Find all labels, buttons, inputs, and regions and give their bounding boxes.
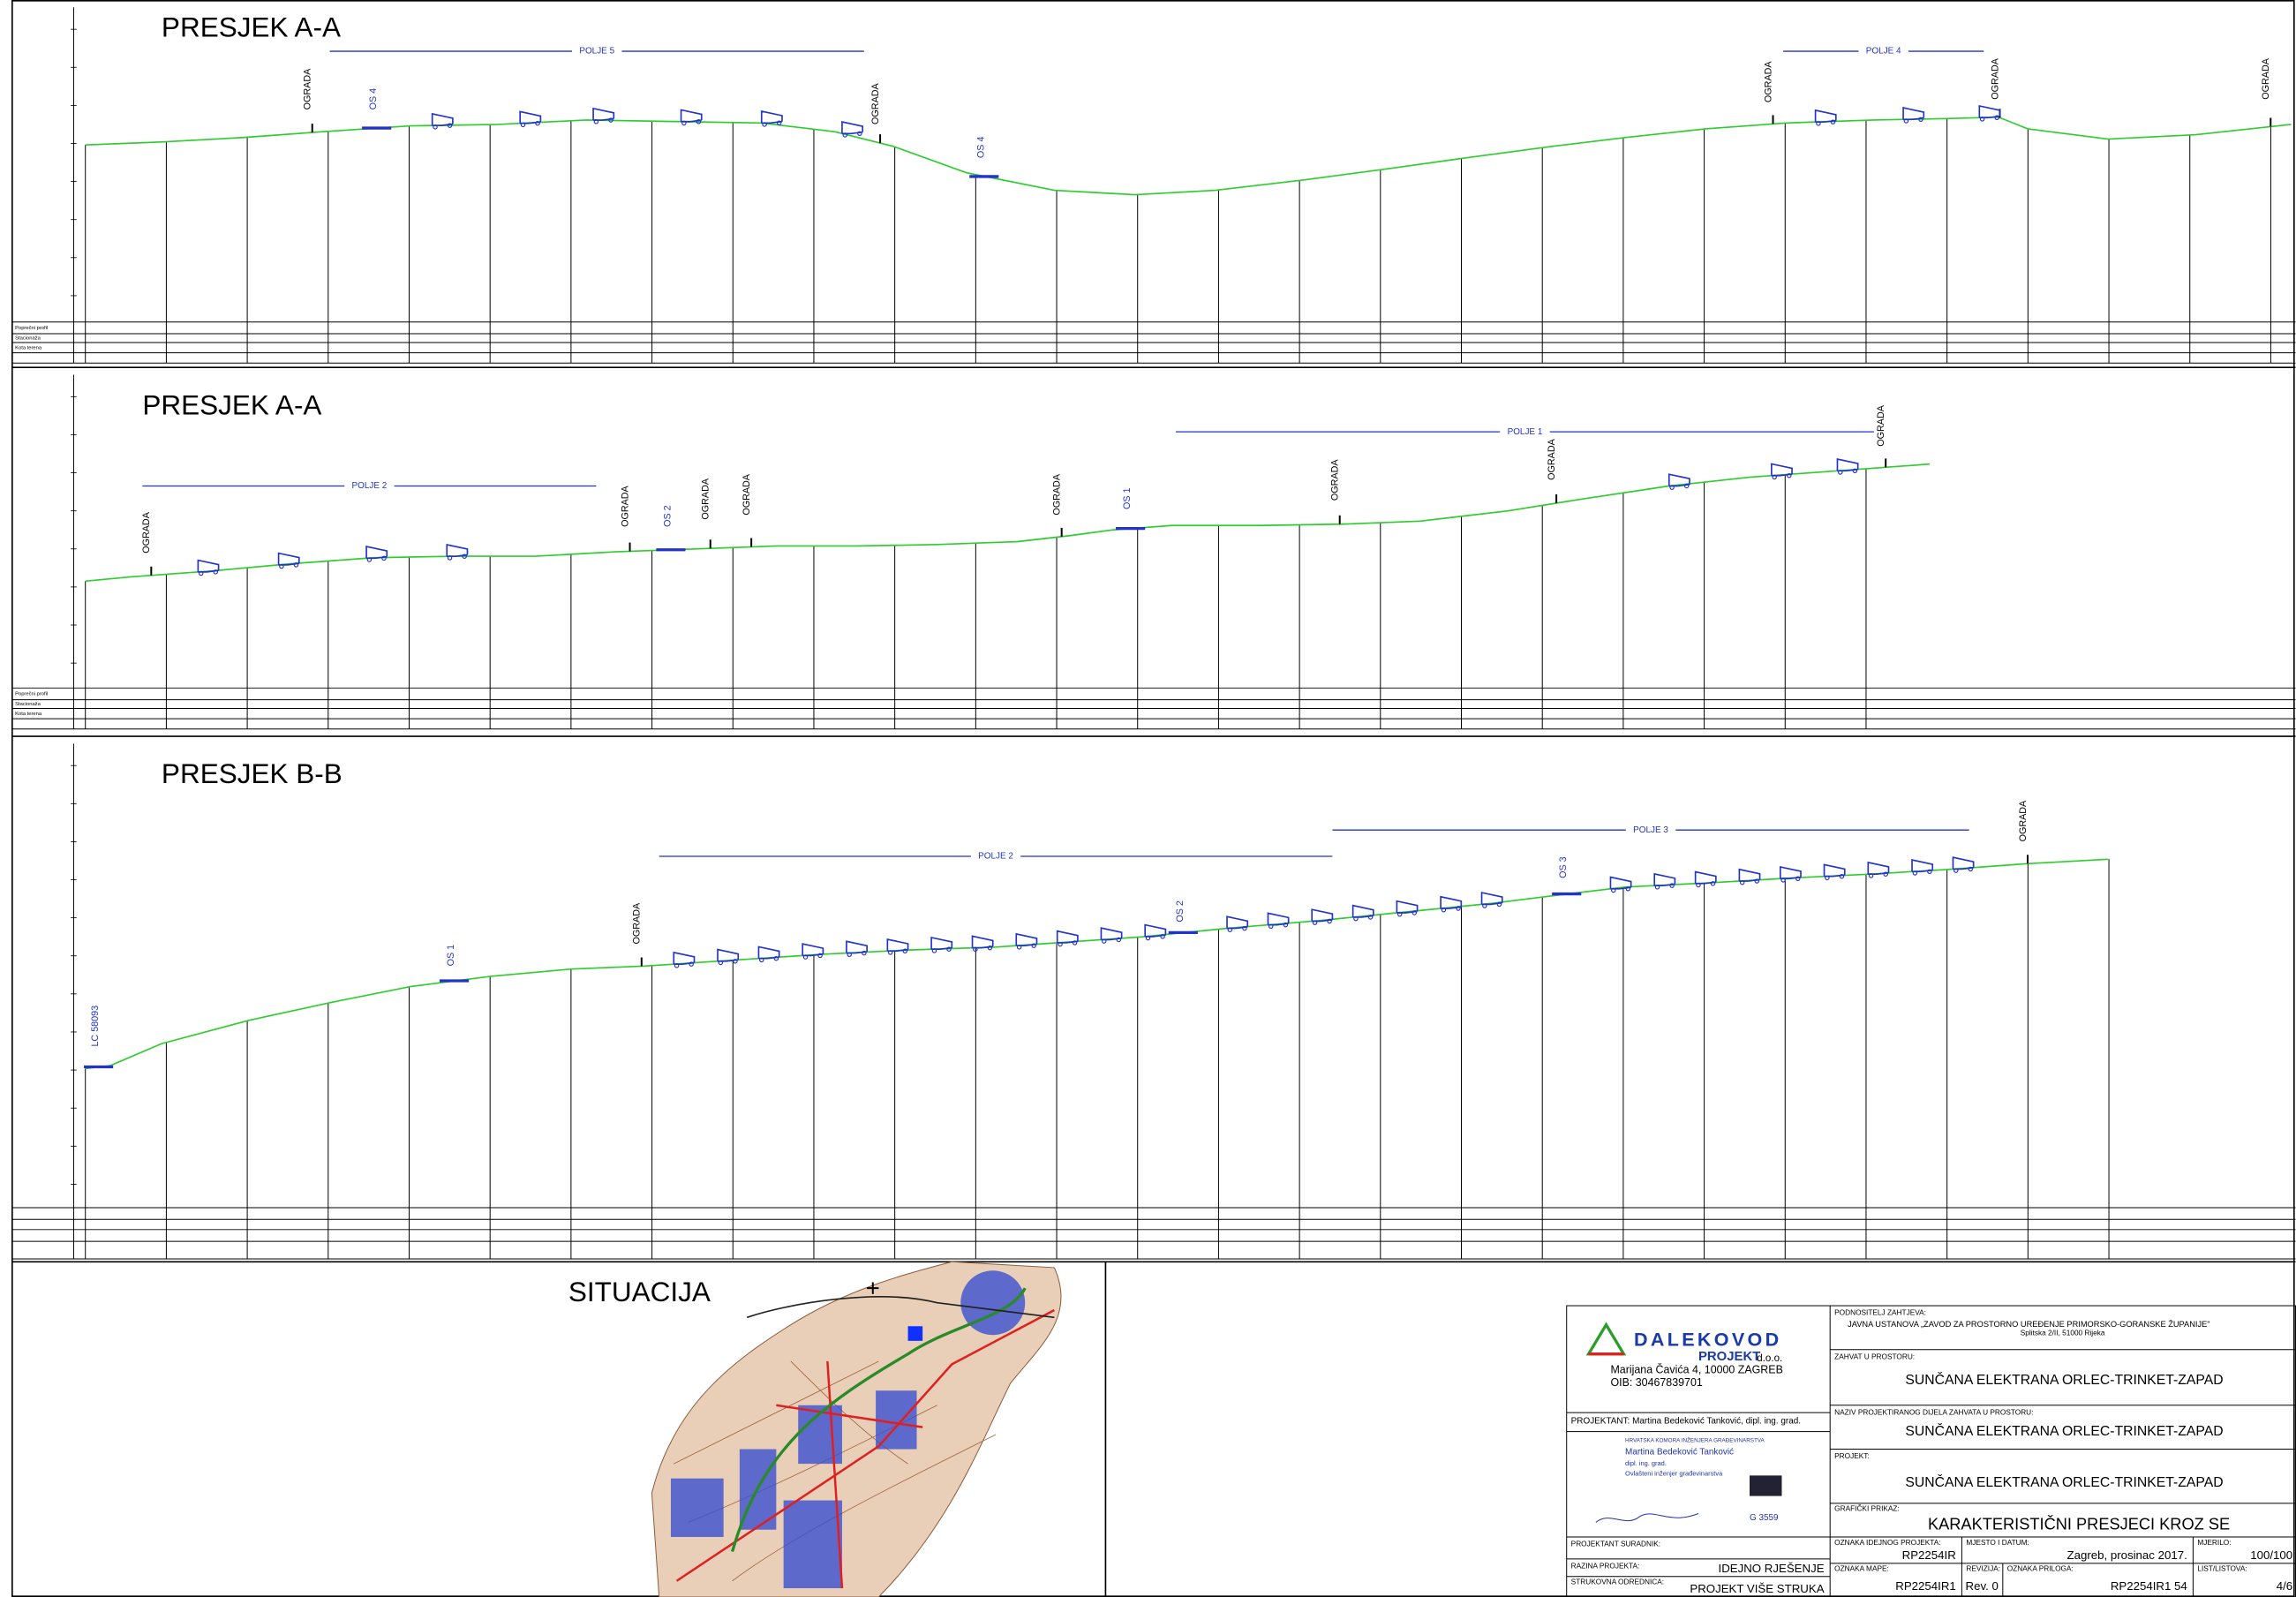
fence-label: OGRADA — [1052, 473, 1063, 515]
applicant-address: Splitska 2/II, 51000 Rijeka — [2021, 1329, 2105, 1337]
row-header: Stacionaža — [15, 336, 41, 342]
applicant-label: PODNOSITELJ ZAHTJEVA: — [1834, 1308, 1926, 1317]
company-address: Marijana Čavića 4, 10000 ZAGREB — [1610, 1362, 1782, 1375]
attachment-value: RP2254IR1 54 — [2111, 1579, 2187, 1593]
folder-value: RP2254IR1 — [1895, 1579, 1956, 1593]
axis-label: OS 2 — [1175, 900, 1186, 923]
code-value: RP2254IR — [1902, 1548, 1956, 1562]
stamp-role: Ovlašteni inženjer građevinarstva — [1625, 1470, 1723, 1478]
company-oib: OIB: 30467839701 — [1610, 1376, 1702, 1389]
fence-label: OGRADA — [1547, 438, 1557, 479]
folder-label: OZNAKA MAPE: — [1834, 1564, 1889, 1573]
page: PRESJEK A-A Poprečni profil Stacionaža Kota… — [0, 0, 2296, 1597]
place-value: Zagreb, prosinac 2017. — [2066, 1548, 2187, 1562]
stamp-name: Martina Bedeković Tanković — [1625, 1447, 1734, 1457]
field-label: POLJE 3 — [1633, 825, 1668, 835]
fence-label: OGRADA — [2261, 57, 2271, 99]
company-form: d.o.o. — [1757, 1352, 1782, 1364]
terrain-line — [86, 117, 2292, 195]
field-label: POLJE 4 — [1866, 47, 1901, 56]
terrain-line — [86, 859, 2109, 1068]
fence-label: OGRADA — [2018, 800, 2029, 841]
level-label: RAZINA PROJEKTA: — [1571, 1561, 1640, 1570]
drawing-value: KARAKTERISTIČNI PRESJECI KROZ SE — [1928, 1515, 2230, 1533]
attachment-label: OZNAKA PRILOGA: — [2007, 1564, 2074, 1573]
axis-label: OS 4 — [368, 88, 379, 110]
revision-value: Rev. 0 — [1966, 1579, 1999, 1593]
stamp-degree: dipl. ing. grad. — [1625, 1459, 1667, 1467]
associate: PROJEKTANT SURADNIK: — [1571, 1539, 1660, 1548]
fence-label: OGRADA — [1330, 459, 1341, 501]
row-header: Kota terena — [15, 712, 42, 717]
axis-label: OS 3 — [1558, 856, 1569, 878]
discipline-label: STRUKOVNA ODREDNICA: — [1571, 1578, 1664, 1586]
field-label: POLJE 2 — [978, 852, 1013, 862]
part-value: SUNČANA ELEKTRANA ORLEC-TRINKET-ZAPAD — [1905, 1422, 2223, 1439]
situation-map — [651, 1262, 1061, 1597]
stamp-number: G 3559 — [1750, 1513, 1779, 1523]
company-sub: PROJEKT — [1698, 1349, 1760, 1364]
sheet-label: LIST/LISTOVA: — [2197, 1564, 2247, 1573]
stamp-chamber: HRVATSKA KOMORA INŽENJERA GRAĐEVINARSTVA — [1625, 1435, 1765, 1443]
fence-label: OGRADA — [1990, 57, 2000, 99]
fence-label: OGRADA — [1876, 404, 1886, 446]
company-name: DALEKOVOD — [1634, 1329, 1782, 1351]
discipline-value: PROJEKT VIŠE STRUKA — [1690, 1582, 1824, 1595]
fence-label: OGRADA — [620, 485, 630, 526]
designer: PROJEKTANT: Martina Bedeković Tanković, … — [1571, 1417, 1801, 1427]
row-header: Poprečni profil — [15, 326, 48, 331]
axis-label: OS 4 — [975, 137, 986, 159]
fence-label: OGRADA — [741, 473, 752, 515]
fence-label: OGRADA — [632, 902, 643, 944]
section-title: PRESJEK A-A — [142, 388, 321, 420]
row-header: Poprečni profil — [15, 691, 48, 697]
axis-label: OS 1 — [1122, 487, 1133, 509]
drawing-label: GRAFIČKI PRIKAZ: — [1834, 1504, 1900, 1513]
field-label: POLJE 1 — [1508, 427, 1543, 437]
fence-label: OGRADA — [1763, 61, 1773, 102]
part-label: NAZIV PROJEKTIRANOG DIJELA ZAHVATA U PRO… — [1834, 1407, 2033, 1416]
row-header: Stacionaža — [15, 702, 41, 707]
place-label: MJESTO I DATUM: — [1966, 1538, 2029, 1547]
section-title: PRESJEK B-B — [162, 757, 343, 789]
intervention-value: SUNČANA ELEKTRANA ORLEC-TRINKET-ZAPAD — [1905, 1371, 2223, 1388]
axis-label: OS 1 — [446, 945, 456, 967]
revision-label: REVIZIJA: — [1966, 1564, 2000, 1573]
drawing-sheet: PRESJEK A-A Poprečni profil Stacionaža Kota… — [0, 0, 2296, 1597]
field-label: POLJE 5 — [579, 47, 614, 56]
intervention-label: ZAHVAT U PROSTORU: — [1834, 1352, 1915, 1360]
project-label: PROJEKT: — [1834, 1451, 1870, 1460]
project-value: SUNČANA ELEKTRANA ORLEC-TRINKET-ZAPAD — [1905, 1473, 2223, 1490]
code-label: OZNAKA IDEJNOG PROJEKTA: — [1834, 1538, 1940, 1547]
frame — [12, 1, 2294, 1596]
level-value: IDEJNO RJEŠENJE — [1719, 1562, 1825, 1575]
applicant-value: JAVNA USTANOVA „ZAVOD ZA PROSTORNO UREĐE… — [1848, 1320, 2210, 1329]
fence-label: OGRADA — [701, 478, 711, 519]
fence-label: OGRADA — [870, 82, 881, 124]
field-label: POLJE 2 — [351, 481, 387, 491]
section-title: PRESJEK A-A — [162, 11, 341, 42]
fence-label: OGRADA — [303, 68, 313, 109]
axis-label: OS 2 — [662, 505, 673, 527]
fence-label: OGRADA — [141, 511, 152, 553]
axis-label: LC 58093 — [90, 1006, 101, 1047]
scale-value: 100/100 — [2250, 1548, 2292, 1562]
sheet-value: 4/6 — [2277, 1579, 2292, 1593]
situation-title: SITUACIJA — [568, 1276, 711, 1307]
scale-label: MJERILO: — [2197, 1538, 2231, 1547]
row-header: Kota terena — [15, 345, 42, 350]
